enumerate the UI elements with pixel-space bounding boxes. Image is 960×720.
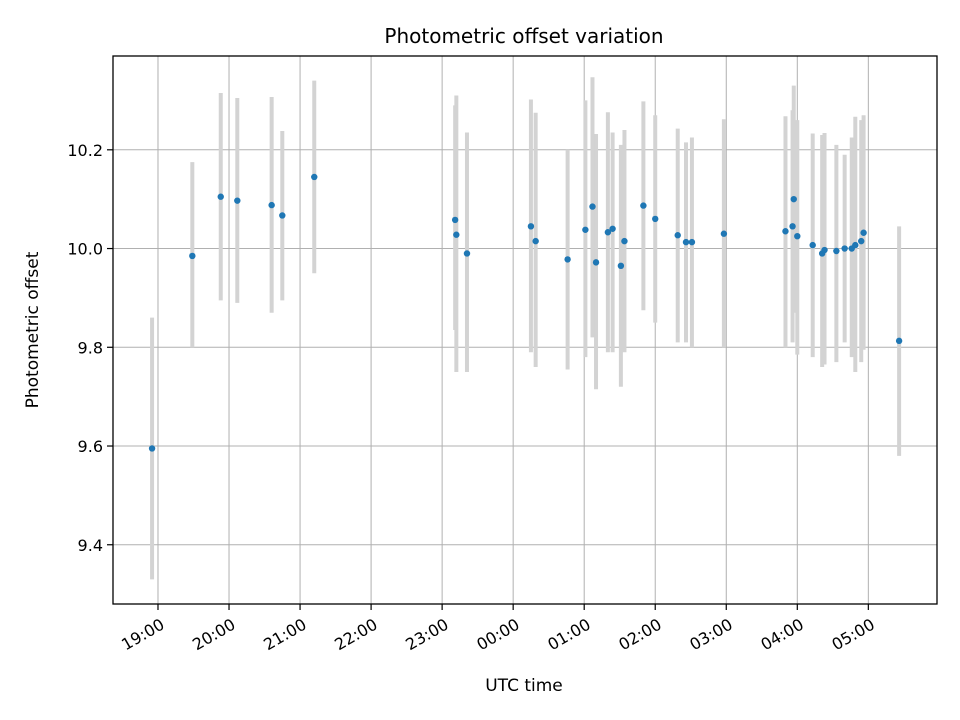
data-point	[858, 237, 865, 245]
data-point	[682, 238, 690, 246]
data-point	[720, 230, 728, 237]
data-points	[148, 173, 903, 452]
data-point	[451, 216, 459, 224]
data-point	[841, 245, 848, 252]
data-point	[148, 445, 156, 452]
data-point	[604, 229, 612, 236]
plot-area-frame	[112, 55, 938, 605]
data-point	[189, 252, 196, 260]
y-axis-label: Photometric offset	[23, 251, 43, 408]
data-point	[311, 173, 318, 181]
data-point	[279, 212, 286, 219]
data-point	[674, 232, 681, 239]
data-point	[532, 237, 539, 245]
y-tick-label: 10.0	[67, 240, 103, 259]
data-point	[809, 241, 816, 249]
data-point	[564, 256, 571, 263]
x-axis-label: UTC time	[485, 676, 563, 696]
data-point	[821, 246, 828, 254]
y-axis-ticks: 9.4 9.6 9.8 10.0 10.2	[67, 141, 113, 555]
data-point	[640, 202, 647, 209]
data-point	[794, 232, 801, 240]
data-point	[527, 223, 535, 230]
data-point	[621, 237, 628, 245]
data-point	[463, 250, 471, 257]
data-point	[860, 229, 867, 236]
data-point	[582, 226, 589, 233]
y-tick-label: 9.8	[78, 338, 103, 357]
data-point	[453, 231, 460, 238]
data-point	[852, 241, 859, 249]
grid	[113, 56, 937, 604]
data-point	[217, 193, 224, 200]
data-point	[609, 225, 616, 232]
data-point	[895, 337, 903, 345]
data-point	[688, 238, 696, 246]
y-tick-label: 10.2	[67, 141, 103, 160]
chart-title: Photometric offset variation	[384, 24, 663, 48]
y-tick-label: 9.6	[78, 437, 103, 456]
data-point	[617, 262, 625, 270]
data-point	[589, 203, 596, 210]
y-tick-label: 9.4	[78, 536, 103, 555]
data-point	[782, 228, 789, 235]
data-point	[790, 195, 797, 203]
data-point	[592, 259, 600, 266]
data-point	[833, 247, 840, 255]
data-point	[652, 215, 659, 223]
data-point	[268, 201, 275, 209]
data-point	[789, 223, 796, 230]
data-point	[234, 197, 241, 204]
